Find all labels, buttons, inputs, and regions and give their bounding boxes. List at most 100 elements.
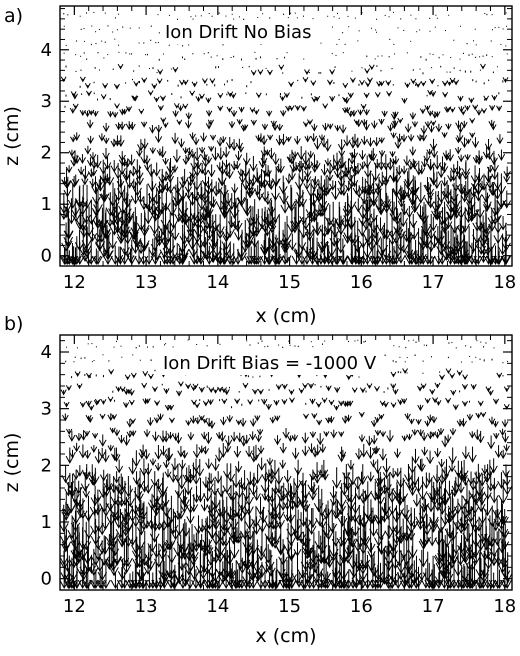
arrow [429,216,438,232]
arrow [238,106,245,113]
arrow [116,175,125,189]
arrow [115,246,126,266]
arrow [423,236,433,266]
arrow [165,213,175,236]
arrow [407,134,415,142]
arrow [417,229,427,264]
arrow [376,508,386,541]
arrow [312,462,322,480]
arrow [261,463,271,483]
arrow [163,388,170,395]
arrow [390,371,397,378]
arrow [199,225,210,249]
arrow [396,133,404,143]
arrow [421,446,429,457]
arrow [322,241,333,262]
arrow [473,238,484,266]
arrow [290,506,301,535]
arrow [130,418,136,425]
arrow [303,413,309,420]
arrow [302,383,309,389]
arrow [128,457,137,475]
arrow [225,435,233,447]
arrow [192,137,200,146]
arrow [92,432,99,440]
arrow [378,413,385,420]
arrow [469,118,476,124]
arrow [155,124,163,134]
arrow [191,81,198,88]
arrow [262,209,273,237]
arrow [418,546,428,568]
arrow [482,146,491,160]
arrow [93,187,103,214]
arrow [291,201,301,230]
arrow [400,496,410,519]
arrow [140,473,149,493]
arrow [423,152,431,163]
arrow [422,551,433,582]
arrow [384,474,395,498]
arrow [343,545,353,564]
arrow [293,197,304,227]
arrow [329,180,337,191]
arrow [182,79,189,86]
arrow [188,173,196,184]
arrow [302,77,309,83]
arrow [228,480,238,502]
arrow [376,217,385,233]
arrow [401,435,408,442]
arrow [76,383,83,390]
arrow [158,472,169,496]
arrow [464,154,471,161]
arrow [496,134,504,145]
arrow [215,182,223,195]
arrow [474,472,485,496]
arrow [227,91,234,98]
arrow [433,190,443,211]
arrow [278,553,289,583]
arrow [409,560,420,585]
arrow [487,389,494,396]
arrow [434,382,441,389]
arrow [153,96,160,103]
arrow [182,522,191,537]
arrow [209,78,216,85]
arrow [345,414,352,423]
arrow [123,435,131,447]
arrow [288,168,296,181]
arrow [123,475,134,498]
arrow [458,225,469,259]
arrow [434,432,441,439]
arrow [70,478,80,504]
arrow [446,80,453,87]
arrow [98,434,107,447]
y-tick-label: 2 [41,143,52,164]
arrow [168,232,178,262]
arrow [382,545,392,586]
arrow [131,216,142,248]
y-axis-label: z (cm) [1,106,23,166]
arrow [206,208,216,230]
arrow [276,123,284,132]
arrow [253,464,263,485]
arrow [230,431,238,443]
arrow [358,411,365,418]
arrow [310,80,317,87]
arrow [196,180,206,201]
arrow [461,120,468,129]
arrow [185,153,192,162]
arrow [192,174,202,192]
arrow [89,152,97,161]
arrow [243,434,251,445]
arrow [271,167,281,187]
arrow [322,103,329,110]
arrow [387,189,398,215]
arrow [285,136,292,143]
arrow [63,210,74,240]
arrow [199,93,205,100]
arrow [144,463,153,476]
arrow [274,415,281,422]
arrow [490,192,500,217]
arrow [126,418,134,428]
